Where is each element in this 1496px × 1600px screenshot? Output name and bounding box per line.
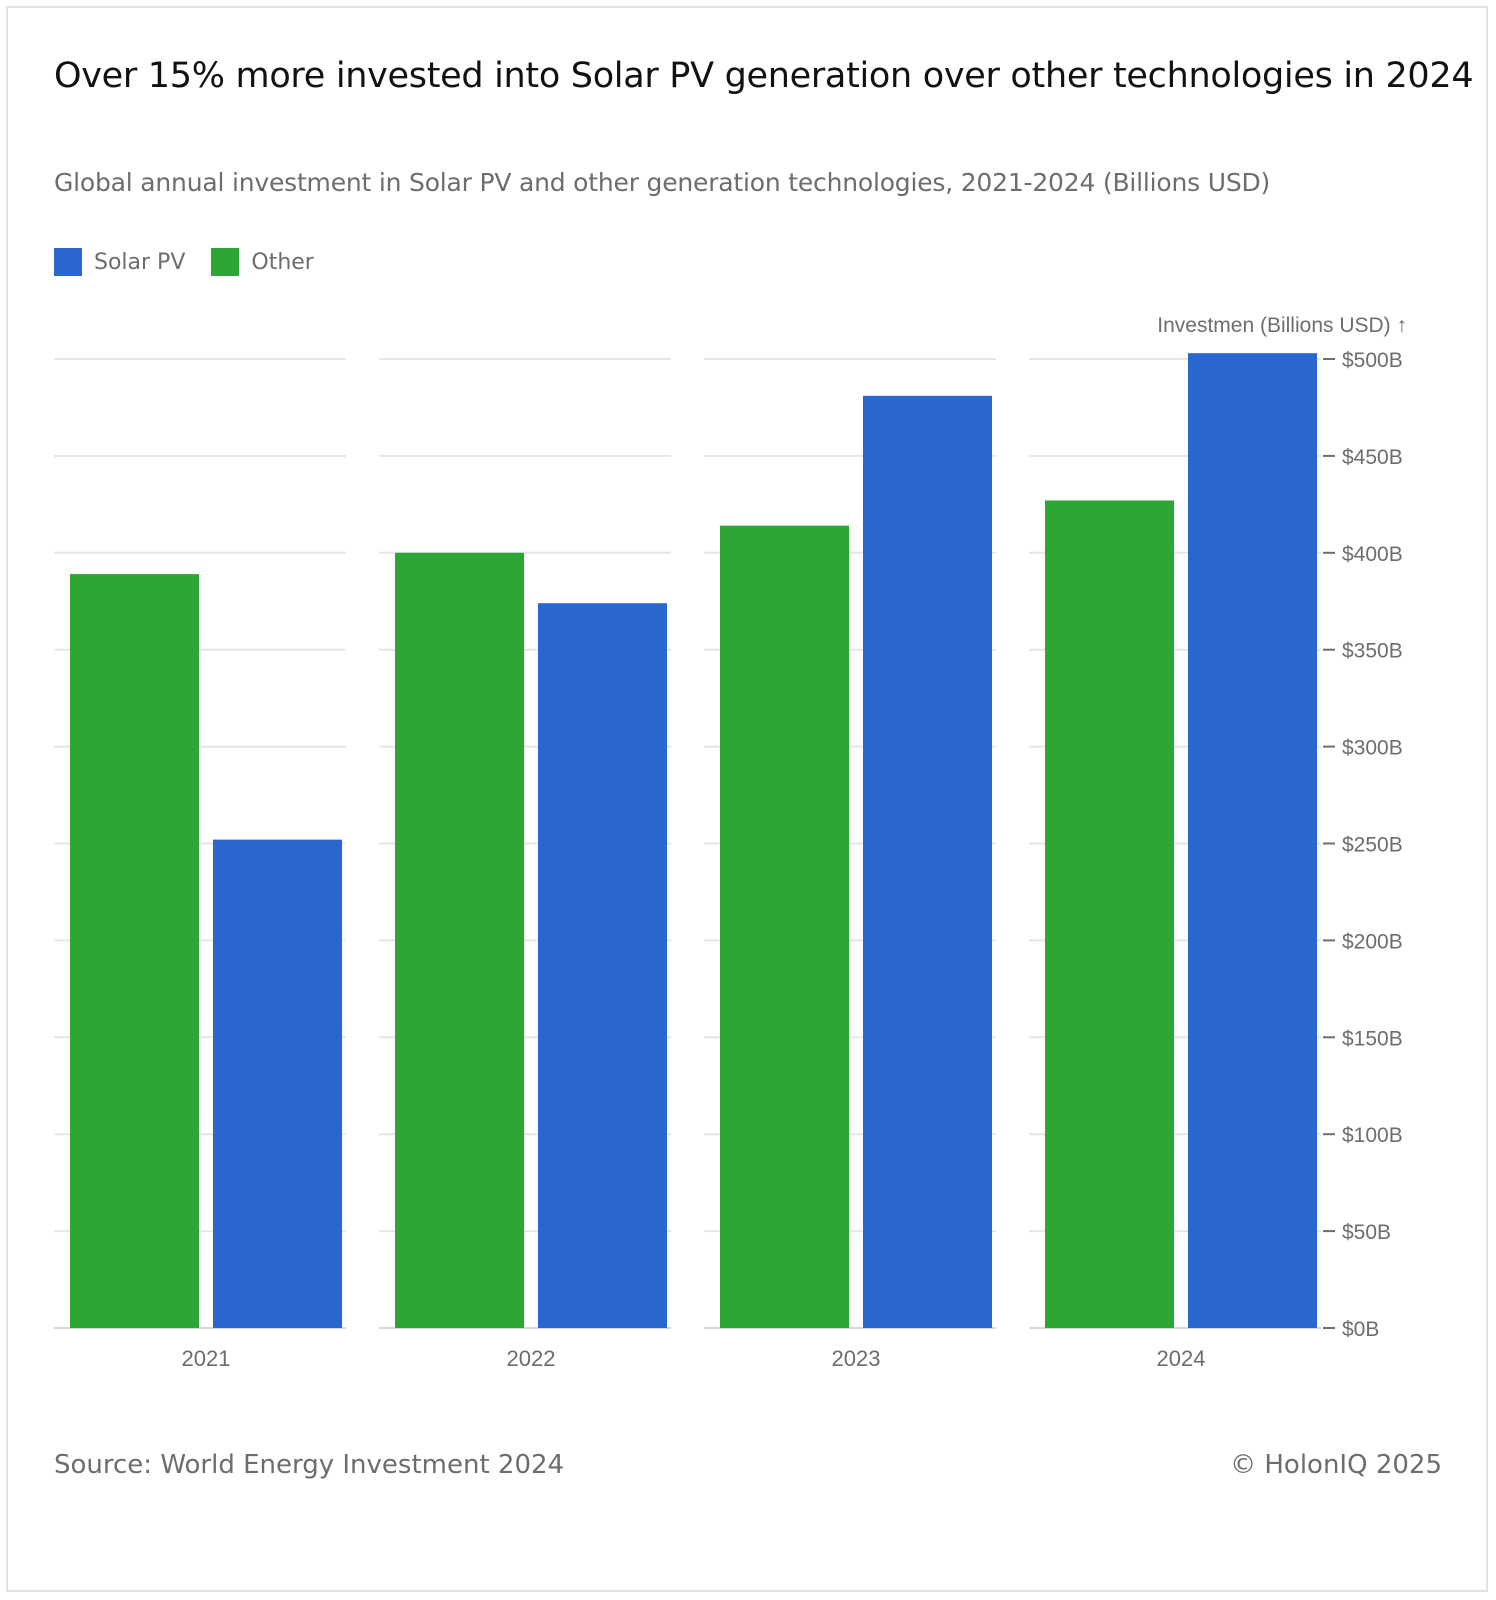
copyright-note: © HolonIQ 2025 <box>1230 1450 1442 1480</box>
legend-item-solar-pv[interactable]: Solar PV <box>54 248 185 276</box>
legend-swatch-other <box>211 248 240 276</box>
legend: Solar PV Other <box>54 248 340 276</box>
y-tick-label: $350B <box>1342 640 1403 663</box>
bar-solar-pv-2022[interactable] <box>538 603 667 1328</box>
y-tick-label: $150B <box>1342 1027 1403 1050</box>
legend-item-other[interactable]: Other <box>211 248 314 276</box>
bar-other-2024[interactable] <box>1045 500 1174 1328</box>
x-tick-label-2021: 2021 <box>182 1346 231 1371</box>
y-tick-label: $300B <box>1342 737 1403 760</box>
x-tick-label-2024: 2024 <box>1157 1346 1206 1371</box>
bar-other-2023[interactable] <box>720 525 849 1328</box>
legend-label-solar-pv: Solar PV <box>94 249 186 275</box>
bar-other-2022[interactable] <box>395 552 524 1328</box>
x-tick-label-2022: 2022 <box>507 1346 556 1371</box>
y-tick-label: $0B <box>1342 1318 1379 1341</box>
legend-label-other: Other <box>251 249 314 275</box>
chart-title: Over 15% more invested into Solar PV gen… <box>54 56 1474 96</box>
bar-solar-pv-2024[interactable] <box>1188 353 1317 1328</box>
legend-swatch-solar-pv <box>54 248 82 276</box>
y-tick-label: $250B <box>1342 834 1403 857</box>
source-note: Source: World Energy Investment 2024 <box>54 1450 565 1480</box>
bar-solar-pv-2021[interactable] <box>213 839 342 1328</box>
bar-solar-pv-2023[interactable] <box>863 395 992 1328</box>
y-tick-label: $200B <box>1342 930 1403 953</box>
y-tick-label: $500B <box>1342 349 1403 372</box>
y-tick-label: $400B <box>1342 543 1403 566</box>
y-axis-title: Investmen (Billions USD) ↑ <box>1157 314 1407 337</box>
y-tick-label: $450B <box>1342 446 1403 469</box>
y-tick-label: $100B <box>1342 1124 1403 1147</box>
bar-other-2021[interactable] <box>70 574 199 1328</box>
y-tick-label: $50B <box>1342 1221 1391 1244</box>
chart-subtitle: Global annual investment in Solar PV and… <box>54 168 1271 197</box>
x-tick-label-2023: 2023 <box>832 1346 881 1371</box>
